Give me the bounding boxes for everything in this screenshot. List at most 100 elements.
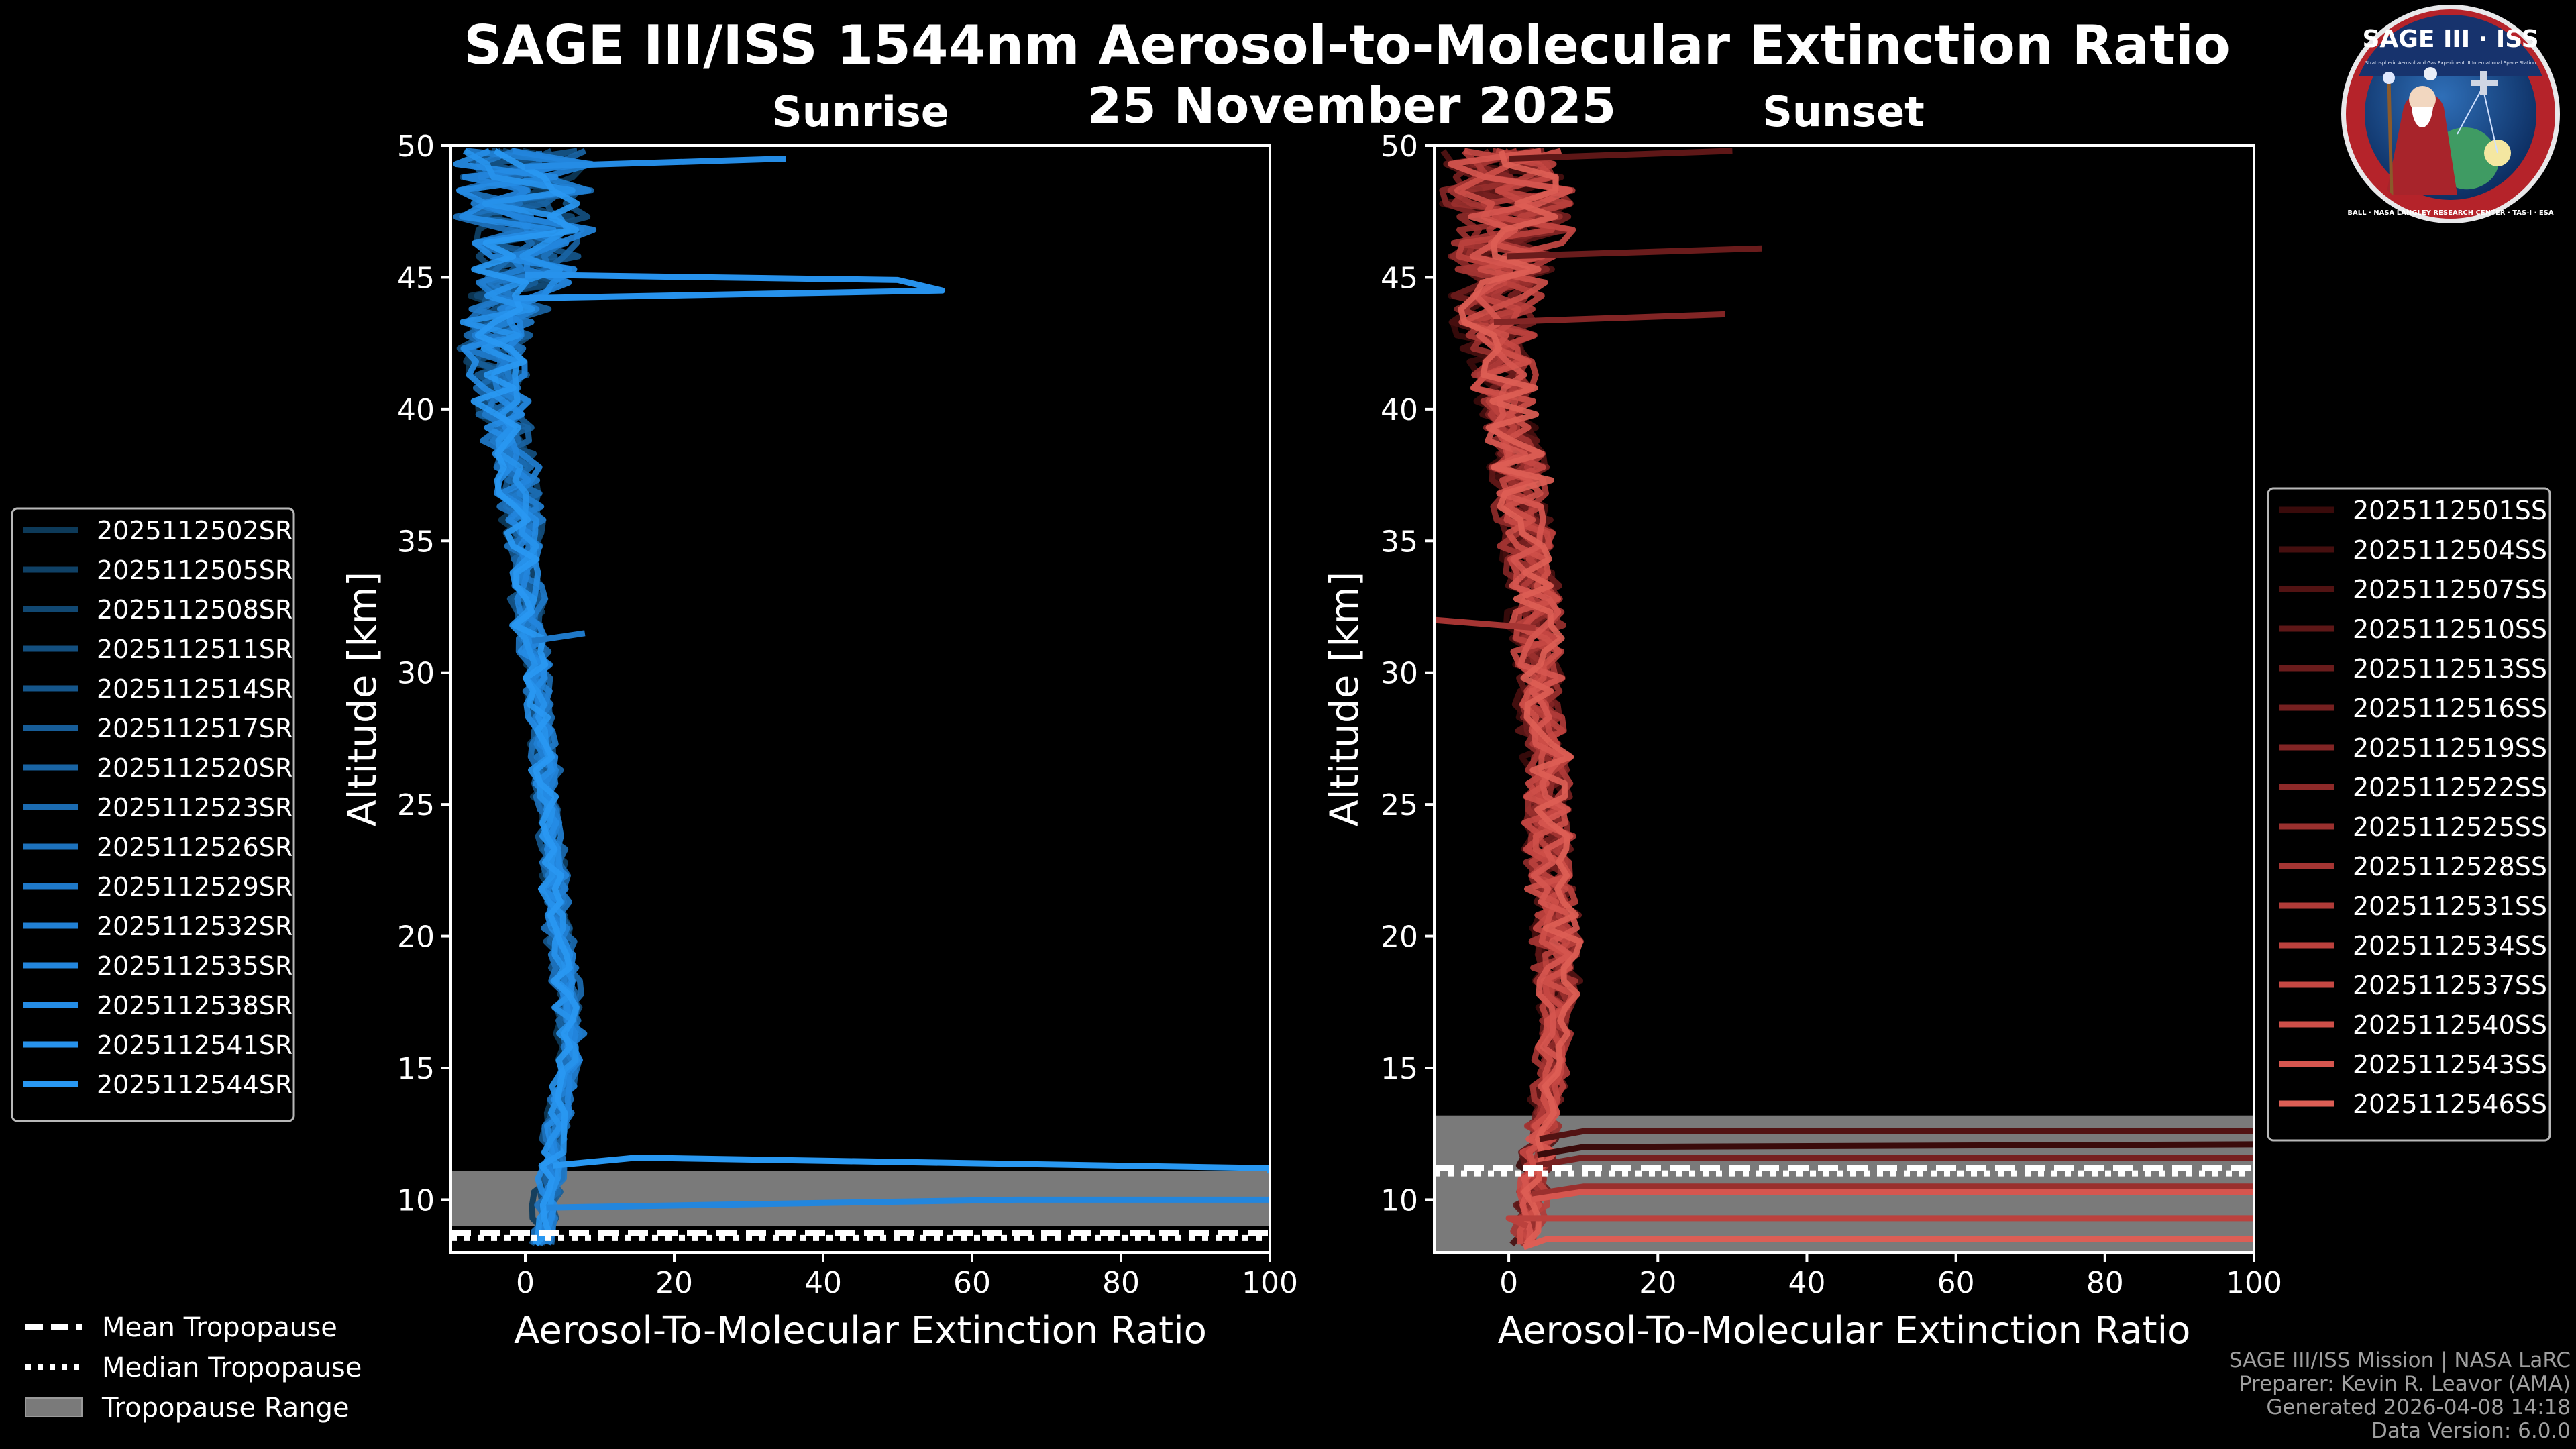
spike-2025112543SS-5 [1530, 1189, 2254, 1203]
footer-version: Data Version: 6.0.0 [2371, 1419, 2571, 1443]
sunrise-ytick-label: 25 [397, 788, 435, 822]
spike-2025112544SR-2 [552, 1155, 1270, 1174]
sunrise-panel-title: Sunrise [772, 87, 949, 136]
sunset-legend: 2025112501SS 2025112504SS 2025112507SS 2025… [2267, 487, 2551, 1142]
sunrise-xtick-label: 100 [1242, 1266, 1298, 1300]
footer-mission: SAGE III/ISS Mission | NASA LaRC [2229, 1348, 2571, 1373]
legend-label-2025112529SR: 2025112529SR [97, 872, 292, 902]
sunrise-axes-frame [449, 144, 1271, 1254]
legend-label-2025112541SR: 2025112541SR [97, 1030, 292, 1060]
logo-beam-2 [2457, 87, 2483, 135]
legend-label-2025112535SR: 2025112535SR [97, 951, 292, 981]
sunrise-y-axis-label: Altitude [km] [339, 572, 385, 826]
sunrise-x-axis-label: Aerosol-To-Molecular Extinction Ratio [514, 1309, 1207, 1352]
logo-title: SAGE III · ISS [2362, 25, 2538, 53]
sunset-legend-box [2267, 487, 2551, 1142]
sunset-xtick-label: 60 [1937, 1266, 1975, 1300]
logo-staff-orb [2383, 72, 2395, 84]
sunrise-legend-box [11, 507, 295, 1122]
sunrise-xtick-label: 80 [1102, 1266, 1140, 1300]
sunrise-ytick-label: 40 [397, 393, 435, 427]
spike-2025112510SS-7 [1508, 148, 1733, 162]
legend-label-2025112543SS: 2025112543SS [2353, 1050, 2547, 1079]
sunset-y-axis-label: Altitude [km] [1322, 572, 1367, 826]
sunset-xtick-label: 40 [1788, 1266, 1825, 1300]
logo-moon [2424, 67, 2437, 80]
legend-label-2025112522SS: 2025112522SS [2353, 773, 2547, 802]
sunrise-legend: 2025112502SR 2025112505SR 2025112508SR 2025… [11, 507, 295, 1122]
profile-2025112544SR [470, 148, 580, 1247]
legend-label-2025112531SS: 2025112531SS [2353, 892, 2547, 921]
sunset-ytick-label: 35 [1381, 525, 1418, 559]
legend-label-2025112526SR: 2025112526SR [97, 833, 292, 862]
legend-label-2025112511SR: 2025112511SR [97, 635, 292, 664]
main-date: 25 November 2025 [1087, 77, 1616, 135]
spike-2025112519SS-9 [1493, 311, 1725, 325]
logo-figure-head [2409, 86, 2436, 113]
logo-figure-beard [2412, 107, 2433, 127]
legend-label-2025112517SR: 2025112517SR [97, 714, 292, 743]
sunset-x-axis-label: Aerosol-To-Molecular Extinction Ratio [1498, 1309, 2191, 1352]
sunrise-xtick-label: 20 [655, 1266, 693, 1300]
legend-label-2025112513SS: 2025112513SS [2353, 654, 2547, 684]
sunset-xtick-label: 0 [1499, 1266, 1518, 1300]
sunrise-xtick-label: 0 [516, 1266, 535, 1300]
spike-2025112546SS-6 [1522, 1236, 2254, 1250]
sunset-xtick-label: 80 [2086, 1266, 2124, 1300]
legend-label-2025112507SS: 2025112507SS [2353, 575, 2547, 604]
logo-subtitle: Stratospheric Aerosol and Gas Experiment… [2365, 60, 2536, 66]
sunrise-ytick-label: 30 [397, 657, 435, 691]
logo-staff [2387, 78, 2394, 195]
spike-2025112538SR-1 [525, 156, 786, 170]
sunrise-ytick-label: 45 [397, 261, 435, 295]
legend-label-2025112520SR: 2025112520SR [97, 753, 292, 783]
sunrise-ytick-label: 15 [397, 1052, 435, 1086]
sunrise-ytick-label: 50 [397, 129, 435, 164]
footer-preparer: Preparer: Kevin R. Leavor (AMA) [2239, 1372, 2571, 1396]
legend-label-2025112538SR: 2025112538SR [97, 991, 292, 1020]
sunset-ytick-label: 45 [1381, 261, 1418, 295]
sunset-panel-title: Sunset [1762, 87, 1925, 136]
tropopause-range-label: Tropopause Range [101, 1393, 350, 1424]
logo-station-panel [2480, 71, 2487, 95]
legend-label-2025112514SR: 2025112514SR [97, 674, 292, 704]
legend-label-2025112540SS: 2025112540SS [2353, 1010, 2547, 1040]
legend-label-2025112502SR: 2025112502SR [97, 516, 292, 545]
mean-tropopause-label: Mean Tropopause [102, 1312, 337, 1343]
sunset-ytick-label: 50 [1381, 129, 1418, 164]
legend-label-2025112501SS: 2025112501SS [2353, 496, 2547, 525]
tropopause-legend: Mean Tropopause Median Tropopause Tropop… [25, 1312, 362, 1424]
sunrise-panel: 10 15 20 25 30 35 40 45 50 0 20 40 60 80 100 Sunrise Aer… [339, 87, 1298, 1352]
sunrise-profiles [453, 148, 1270, 1247]
spike-2025112516SS-2 [1535, 1155, 2254, 1169]
legend-label-2025112525SS: 2025112525SS [2353, 812, 2547, 842]
legend-label-2025112532SR: 2025112532SR [97, 912, 292, 941]
legend-label-2025112519SS: 2025112519SS [2353, 733, 2547, 763]
spike-2025112525SS-3 [1531, 1183, 2254, 1198]
sunset-ytick-label: 40 [1381, 393, 1418, 427]
spike-2025112534SS-4 [1505, 1215, 2254, 1229]
legend-label-2025112504SS: 2025112504SS [2353, 535, 2547, 565]
sunset-panel: 10 15 20 25 30 35 40 45 50 0 20 40 60 80 100 Sunset Aero… [1322, 87, 2282, 1352]
legend-label-2025112508SR: 2025112508SR [97, 595, 292, 625]
sunrise-ytick-label: 20 [397, 920, 435, 955]
spike-2025112513SS-8 [1507, 245, 1762, 260]
spike-2025112507SS-1 [1539, 1128, 2254, 1142]
logo-ring-text: BALL · NASA LANGLEY RESEARCH CENTER · TA… [2347, 209, 2554, 217]
legend-label-2025112546SS: 2025112546SS [2353, 1089, 2547, 1119]
sunset-ytick-label: 30 [1381, 657, 1418, 691]
sunrise-ytick-label: 35 [397, 525, 435, 559]
footer-generated: Generated 2026-04-08 14:18 [2266, 1395, 2571, 1419]
legend-label-2025112516SS: 2025112516SS [2353, 694, 2547, 723]
sunrise-xtick-label: 40 [804, 1266, 842, 1300]
logo-beam-1 [2482, 87, 2498, 154]
spike-2025112541SR-0 [513, 272, 946, 302]
spike-2025112529SR-4 [531, 630, 586, 645]
median-tropopause-label: Median Tropopause [102, 1352, 362, 1383]
legend-label-2025112523SR: 2025112523SR [97, 793, 292, 822]
logo-robe [2386, 92, 2457, 195]
profile-2025112540SS [1454, 148, 1576, 1245]
legend-label-2025112528SS: 2025112528SS [2353, 852, 2547, 881]
main-title: SAGE III/ISS 1544nm Aerosol-to-Molecular… [464, 14, 2231, 76]
